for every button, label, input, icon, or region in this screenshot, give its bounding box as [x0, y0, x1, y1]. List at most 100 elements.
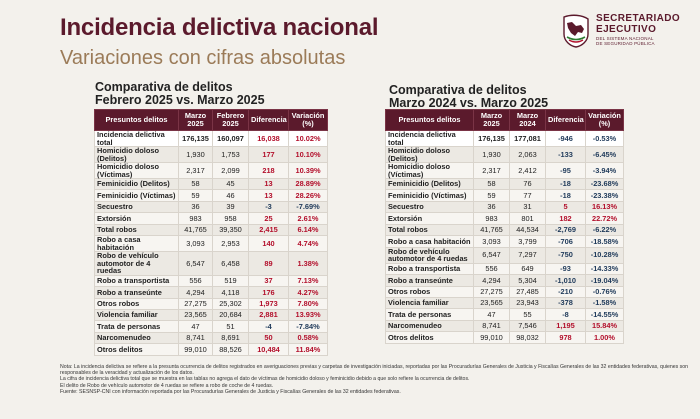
table-row: Homicidio doloso (Delitos) 1,930 1,753 177 1…	[94, 146, 328, 163]
column-header: Variación (%)	[288, 109, 328, 131]
difference-cell: 5	[545, 200, 586, 214]
table-row: Robo a transeúnte 4,294 5,304 -1,010 -19.04%	[385, 274, 624, 287]
value-cell: 160,097	[212, 130, 249, 147]
value-cell: 983	[473, 212, 510, 225]
table-row: Robo a transeúnte 4,294 4,118 176 4.27%	[94, 286, 328, 299]
difference-cell: 2,881	[248, 308, 289, 322]
value-cell: 99,010	[178, 343, 213, 356]
value-cell: 556	[178, 274, 213, 288]
value-cell: 6,458	[212, 251, 249, 276]
crime-name-cell: Incidencia delictiva total	[94, 130, 179, 147]
table-row: Robo a casa habitación 3,093 3,799 -706 -18.…	[385, 235, 624, 248]
column-header: Variación (%)	[585, 109, 624, 131]
difference-cell: -706	[545, 235, 586, 248]
variation-cell: -7.84%	[288, 320, 328, 333]
crime-name-cell: Incidencia delictiva total	[385, 130, 474, 147]
table-row: Robo a casa habitación 3,093 2,953 140 4.74%	[94, 235, 328, 253]
crime-name-cell: Trata de personas	[385, 308, 474, 321]
variation-cell: 16.13%	[585, 200, 624, 214]
value-cell: 8,691	[212, 331, 249, 345]
comparison-table-feb-mar-2025: Presuntos delitos Marzo 2025 Febrero 2025 D…	[94, 109, 328, 356]
value-cell: 39,350	[212, 223, 249, 237]
value-cell: 2,412	[509, 162, 546, 179]
difference-cell: 1,973	[248, 297, 289, 311]
value-cell: 5,304	[509, 274, 546, 287]
value-cell: 47	[473, 308, 510, 321]
crime-name-cell: Otros robos	[385, 285, 474, 298]
difference-cell: -18	[545, 177, 586, 191]
table-row: Trata de personas 47 51 -4 -7.84%	[94, 320, 328, 333]
table-row: Otros delitos 99,010 88,526 10,484 11.84%	[94, 343, 328, 356]
column-header: Marzo 2025	[473, 109, 510, 131]
variation-cell: 1.38%	[288, 251, 328, 276]
table-row: Incidencia delictiva total 176,135 160,097…	[94, 130, 328, 147]
value-cell: 76	[509, 177, 546, 191]
footnote: Nota: La incidencia delictiva se refiere…	[60, 364, 689, 377]
value-cell: 27,275	[473, 285, 510, 298]
value-cell: 39	[212, 200, 249, 214]
table-row: Extorsión 983 801 182 22.72%	[385, 212, 624, 225]
difference-cell: 2,415	[248, 223, 289, 237]
value-cell: 23,943	[509, 296, 546, 310]
variation-cell: 4.27%	[288, 286, 328, 299]
value-cell: 7,297	[509, 246, 546, 264]
table-row: Feminicidio (Víctimas) 59 46 13 28.26%	[94, 189, 328, 202]
value-cell: 519	[212, 274, 249, 288]
variation-cell: 7.80%	[288, 297, 328, 311]
table-row: Robo a transportista 556 649 -93 -14.33%	[385, 262, 624, 276]
table-row: Homicidio doloso (Víctimas) 2,317 2,412 -95…	[385, 162, 624, 179]
difference-cell: 89	[248, 251, 289, 276]
logo-line-1: SECRETARIADO	[596, 13, 681, 24]
crime-name-cell: Narcomenudeo	[94, 331, 179, 345]
footnote: El delito de Robo de vehículo automotor …	[60, 382, 274, 389]
page-subtitle: Variaciones con cifras absolutas	[60, 47, 346, 69]
variation-cell: 6.14%	[288, 223, 328, 237]
value-cell: 51	[212, 320, 249, 333]
crime-name-cell: Otros robos	[94, 297, 179, 311]
table-row: Feminicidio (Delitos) 58 45 13 28.89%	[94, 177, 328, 191]
difference-cell: -210	[545, 285, 586, 298]
crime-name-cell: Feminicidio (Delitos)	[385, 177, 474, 191]
difference-cell: -4	[248, 320, 289, 333]
table-row: Total robos 41,765 39,350 2,415 6.14%	[94, 223, 328, 237]
difference-cell: 16,038	[248, 130, 289, 147]
value-cell: 58	[178, 177, 213, 191]
variation-cell: -18.58%	[585, 235, 624, 248]
value-cell: 176,135	[473, 130, 510, 147]
table-row: Narcomenudeo 8,741 8,691 50 0.58%	[94, 331, 328, 345]
crime-name-cell: Violencia familiar	[385, 296, 474, 310]
table-row: Otros robos 27,275 27,485 -210 -0.76%	[385, 285, 624, 298]
table-row: Feminicidio (Delitos) 58 76 -18 -23.68%	[385, 177, 624, 191]
value-cell: 46	[212, 189, 249, 202]
difference-cell: -3	[248, 200, 289, 214]
column-header: Diferencia	[545, 109, 586, 131]
value-cell: 3,093	[473, 235, 510, 248]
column-header: Diferencia	[248, 109, 289, 131]
variation-cell: 28.89%	[288, 177, 328, 191]
value-cell: 36	[473, 200, 510, 214]
crime-name-cell: Robo a transeúnte	[385, 274, 474, 287]
crime-name-cell: Otros delitos	[94, 343, 179, 356]
value-cell: 4,294	[178, 286, 213, 299]
footnotes: Nota: La incidencia delictiva se refiere…	[60, 364, 690, 395]
table-row: Homicidio doloso (Delitos) 1,930 2,063 -133…	[385, 146, 624, 163]
value-cell: 59	[473, 189, 510, 202]
value-cell: 27,275	[178, 297, 213, 311]
value-cell: 45	[212, 177, 249, 191]
logo-line-4: DE SEGURIDAD PÚBLICA	[596, 40, 655, 46]
variation-cell: -0.76%	[585, 285, 624, 298]
variation-cell: -14.33%	[585, 262, 624, 276]
logo-line-2: EJECUTIVO	[596, 24, 657, 35]
value-cell: 983	[178, 212, 213, 225]
crime-name-cell: Robo de vehículo automotor de 4 ruedas	[94, 251, 179, 276]
difference-cell: -378	[545, 296, 586, 310]
difference-cell: 177	[248, 146, 289, 163]
crime-name-cell: Violencia familiar	[94, 308, 179, 322]
mexico-map-icon	[563, 14, 589, 48]
difference-cell: -946	[545, 130, 586, 147]
difference-cell: 50	[248, 331, 289, 345]
crime-name-cell: Robo de vehículo automotor de 4 ruedas	[385, 246, 474, 264]
table-row: Otros robos 27,275 25,302 1,973 7.80%	[94, 297, 328, 311]
value-cell: 4,294	[473, 274, 510, 287]
table2-title-line1: Comparativa de delitos	[389, 83, 527, 97]
